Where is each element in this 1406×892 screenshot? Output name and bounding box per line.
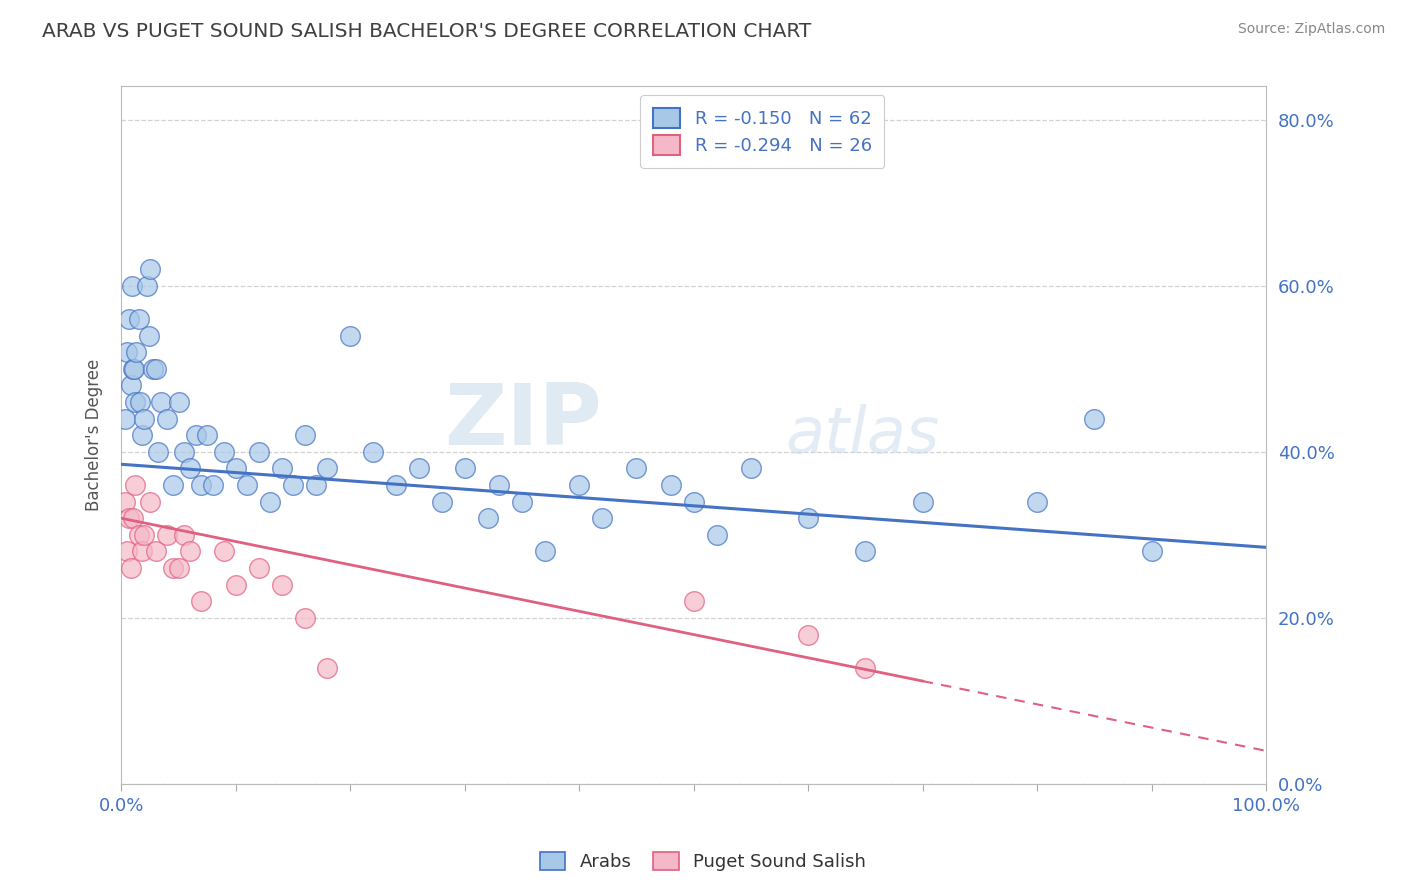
Point (361, 445, 384, 459)
Point (1140, 544, 1163, 558)
Point (682, 594, 704, 608)
Point (339, 328, 361, 343)
Point (138, 328, 160, 343)
Point (190, 594, 212, 608)
Text: atlas: atlas (786, 404, 939, 467)
Point (534, 544, 557, 558)
Point (740, 461, 762, 475)
Text: ZIP: ZIP (444, 380, 602, 463)
Point (150, 395, 173, 409)
Point (128, 528, 150, 542)
Point (1026, 494, 1049, 508)
Point (114, 411, 136, 425)
Point (270, 578, 292, 592)
Point (214, 445, 236, 459)
Point (270, 461, 292, 475)
Point (128, 395, 150, 409)
Point (225, 461, 247, 475)
Point (591, 511, 613, 525)
Point (214, 544, 236, 558)
Point (114, 494, 136, 508)
Point (121, 511, 143, 525)
Point (124, 478, 146, 492)
Point (134, 528, 156, 542)
Point (225, 578, 247, 592)
Point (430, 494, 453, 508)
Point (118, 511, 141, 525)
Point (855, 661, 877, 675)
Point (131, 428, 153, 442)
Point (1083, 411, 1105, 425)
Legend: R = -0.150   N = 62, R = -0.294   N = 26: R = -0.150 N = 62, R = -0.294 N = 26 (641, 95, 884, 168)
Point (454, 461, 477, 475)
Point (316, 461, 339, 475)
Text: Source: ZipAtlas.com: Source: ZipAtlas.com (1237, 22, 1385, 37)
Point (135, 278, 157, 293)
Point (510, 494, 533, 508)
Point (120, 378, 142, 392)
Point (173, 445, 195, 459)
Point (184, 428, 207, 442)
Point (477, 511, 499, 525)
Point (145, 544, 167, 558)
Point (797, 511, 820, 525)
Point (568, 478, 591, 492)
Point (131, 544, 153, 558)
Point (142, 361, 165, 376)
Legend: Arabs, Puget Sound Salish: Arabs, Puget Sound Salish (533, 845, 873, 879)
Point (247, 445, 270, 459)
Point (179, 544, 201, 558)
Point (247, 561, 270, 575)
Point (156, 411, 179, 425)
Y-axis label: Bachelor's Degree: Bachelor's Degree (86, 359, 103, 511)
Point (115, 345, 138, 359)
Point (305, 478, 328, 492)
Point (173, 528, 195, 542)
Point (659, 478, 682, 492)
Point (146, 445, 169, 459)
Text: ARAB VS PUGET SOUND SALISH BACHELOR'S DEGREE CORRELATION CHART: ARAB VS PUGET SOUND SALISH BACHELOR'S DE… (42, 22, 811, 41)
Point (167, 395, 190, 409)
Point (626, 461, 648, 475)
Point (145, 361, 167, 376)
Point (167, 561, 190, 575)
Point (201, 478, 224, 492)
Point (120, 561, 142, 575)
Point (121, 361, 143, 376)
Point (162, 478, 184, 492)
Point (408, 461, 430, 475)
Point (316, 661, 339, 675)
Point (121, 278, 143, 293)
Point (855, 544, 877, 558)
Point (195, 428, 218, 442)
Point (488, 478, 510, 492)
Point (115, 544, 138, 558)
Point (128, 312, 150, 326)
Point (682, 494, 704, 508)
Point (134, 411, 156, 425)
Point (156, 528, 179, 542)
Point (139, 494, 162, 508)
Point (259, 494, 281, 508)
Point (706, 528, 728, 542)
Point (236, 478, 259, 492)
Point (125, 345, 148, 359)
Point (139, 262, 162, 277)
Point (911, 494, 934, 508)
Point (281, 478, 304, 492)
Point (797, 627, 820, 641)
Point (124, 395, 146, 409)
Point (162, 561, 184, 575)
Point (118, 312, 141, 326)
Point (385, 478, 408, 492)
Point (190, 478, 212, 492)
Point (179, 461, 201, 475)
Point (294, 611, 316, 625)
Point (122, 361, 145, 376)
Point (294, 428, 316, 442)
